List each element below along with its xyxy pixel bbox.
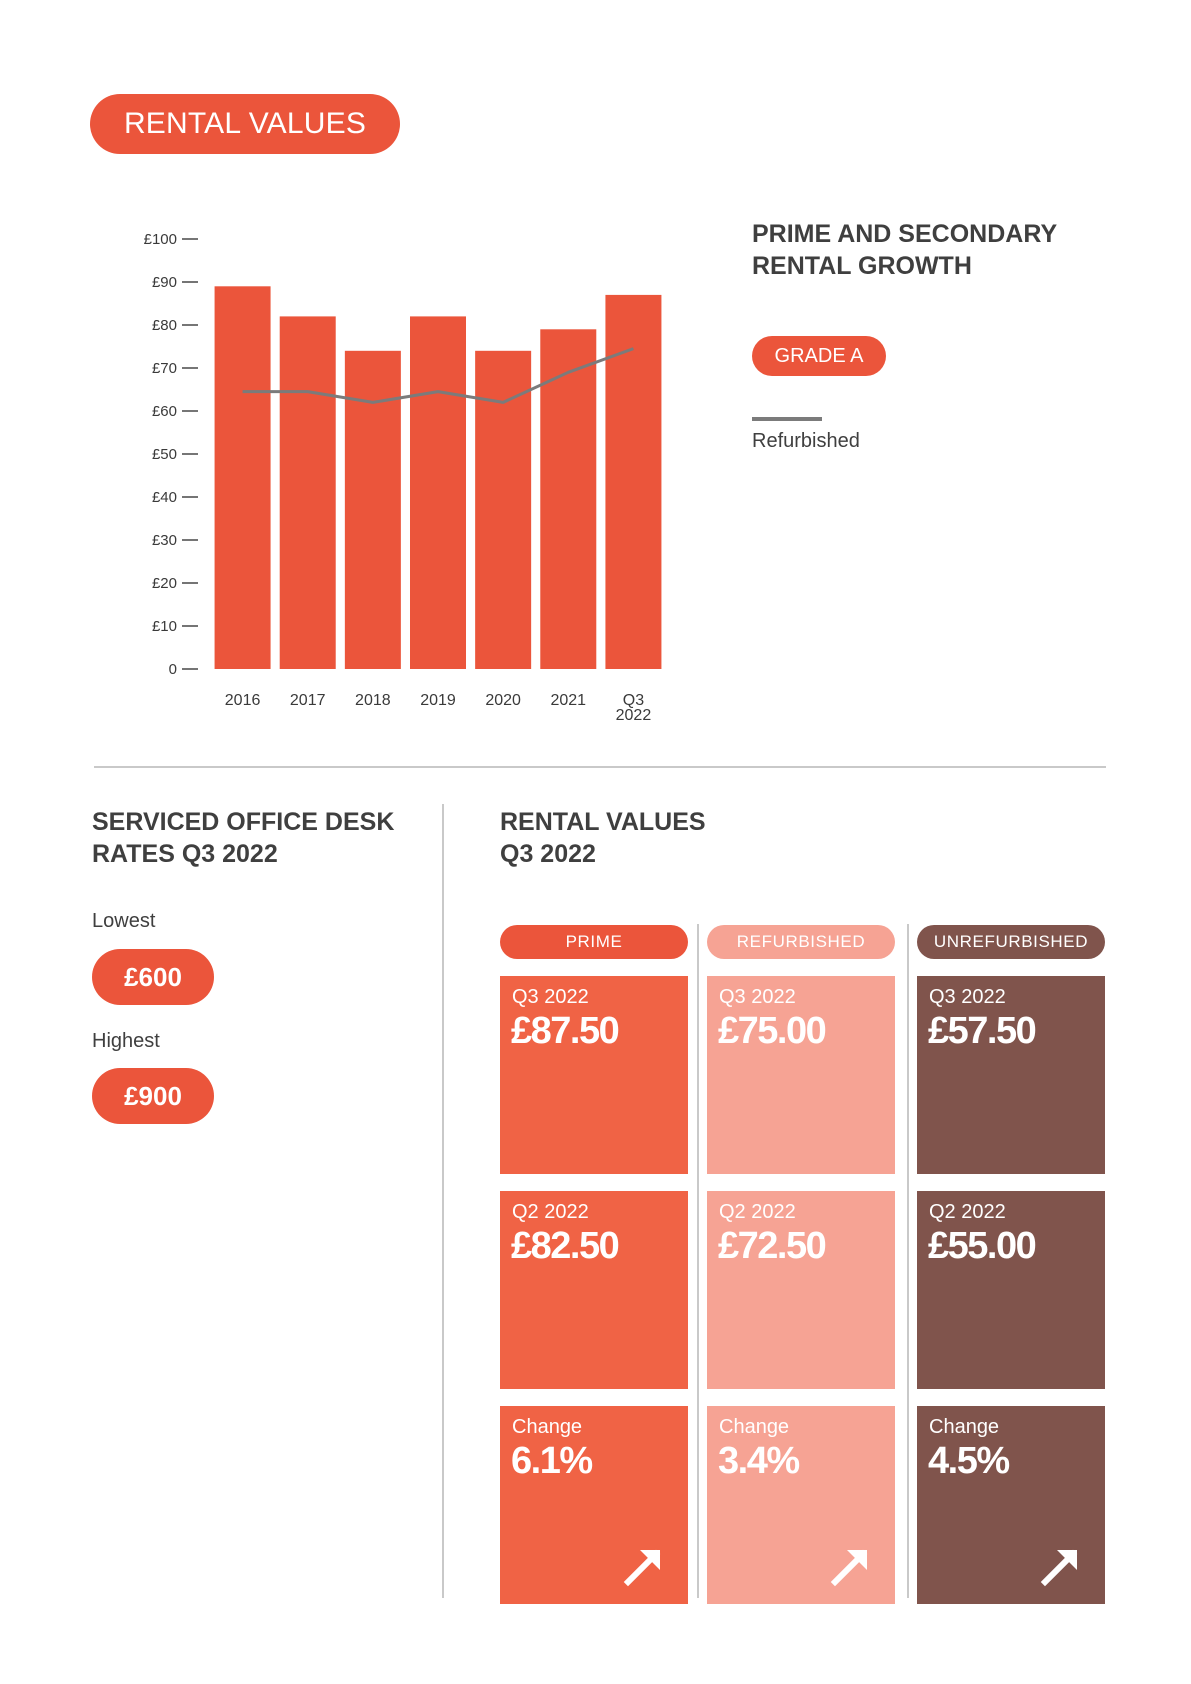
- card-value: £87.50: [511, 1010, 620, 1052]
- card-period-label: Q2 2022: [719, 1201, 796, 1223]
- card-period-label: Change: [719, 1416, 790, 1438]
- legend-refurbished-line: [752, 417, 822, 421]
- bar: [540, 329, 597, 669]
- y-tick-label: £90: [152, 274, 177, 291]
- column-divider: [697, 924, 699, 1598]
- y-tick-label: £80: [152, 317, 177, 334]
- arrow-up-right-icon: [829, 1544, 873, 1588]
- legend-grade-a: GRADE A: [752, 336, 886, 376]
- chart-title: PRIME AND SECONDARY RENTAL GROWTH: [752, 220, 1057, 280]
- card-value: £57.50: [928, 1010, 1037, 1052]
- desk-rates-title-line2: RATES Q3 2022: [92, 840, 278, 868]
- y-tick-label: £30: [152, 532, 177, 549]
- arrow-up-right-icon: [1039, 1544, 1083, 1588]
- card-period-label: Q3 2022: [929, 986, 1006, 1008]
- card-period-label: Q3 2022: [512, 986, 589, 1008]
- vertical-divider: [442, 804, 444, 1598]
- y-tick-label: £70: [152, 360, 177, 377]
- card-period-label: Change: [512, 1416, 583, 1438]
- column-divider: [907, 924, 909, 1598]
- bar: [605, 294, 662, 669]
- refurbished-line: [242, 347, 634, 404]
- rental-value-card: Change 6.1%: [500, 1406, 688, 1604]
- rental-value-card: Q3 2022 £75.00: [707, 976, 895, 1174]
- rental-growth-chart: 0 £10 £20 £30 £40 £50 £60 £70 £80 £90 £100 2016 2017…: [144, 231, 662, 724]
- card-value: £75.00: [718, 1010, 827, 1052]
- y-tick-label: 0: [169, 661, 177, 678]
- column-header-prime: PRIME: [500, 925, 688, 959]
- x-tick-label: 2022: [616, 707, 652, 724]
- y-tick-label: £40: [152, 489, 177, 506]
- arrow-up-right-icon: [622, 1544, 666, 1588]
- y-tick-label: £60: [152, 403, 177, 420]
- bar: [410, 316, 466, 669]
- card-period-label: Q2 2022: [512, 1201, 589, 1223]
- card-value: £72.50: [718, 1225, 827, 1267]
- card-period-label: Change: [929, 1416, 1000, 1438]
- horizontal-divider: [94, 766, 1106, 768]
- rental-values-q3-title: RENTAL VALUES Q3 2022: [500, 806, 820, 870]
- x-tick-label: 2017: [290, 692, 326, 709]
- x-tick-label: Q3: [623, 692, 644, 709]
- card-value: £55.00: [928, 1225, 1037, 1267]
- desk-rates-title: SERVICED OFFICE DESK RATES Q3 2022: [92, 806, 412, 870]
- lowest-label: Lowest: [92, 910, 156, 932]
- card-value: 4.5%: [928, 1440, 1010, 1482]
- rental-value-card: Q2 2022 £55.00: [917, 1191, 1105, 1389]
- rental-value-card: Q3 2022 £57.50: [917, 976, 1105, 1174]
- y-tick-label: £50: [152, 446, 177, 463]
- rental-values-title-line1: RENTAL VALUES: [500, 808, 706, 836]
- rental-value-card: Q2 2022 £82.50: [500, 1191, 688, 1389]
- desk-rates-title-line1: SERVICED OFFICE DESK: [92, 808, 395, 836]
- rental-values-title: RENTAL VALUES: [90, 94, 400, 154]
- lowest-rate-badge: £600: [92, 949, 214, 1005]
- column-header-unrefurbished: UNREFURBISHED: [917, 925, 1105, 959]
- bar: [214, 286, 271, 669]
- highest-rate-badge: £900: [92, 1068, 214, 1124]
- legend-refurbished-label: Refurbished: [752, 430, 860, 452]
- x-tick-label: 2019: [420, 692, 456, 709]
- card-period-label: Q2 2022: [929, 1201, 1006, 1223]
- y-tick-label: £20: [152, 575, 177, 592]
- card-value: 3.4%: [718, 1440, 800, 1482]
- rental-value-card: Q2 2022 £72.50: [707, 1191, 895, 1389]
- card-value: £82.50: [511, 1225, 620, 1267]
- rental-value-card: Q3 2022 £87.50: [500, 976, 688, 1174]
- y-tick-label: £10: [152, 618, 177, 635]
- column-header-refurbished: REFURBISHED: [707, 925, 895, 959]
- x-tick-label: 2021: [550, 692, 586, 709]
- rental-values-title-line2: Q3 2022: [500, 840, 596, 868]
- card-value: 6.1%: [511, 1440, 593, 1482]
- rental-value-card: Change 4.5%: [917, 1406, 1105, 1604]
- bar: [279, 316, 336, 669]
- highest-label: Highest: [92, 1030, 160, 1052]
- x-tick-label: 2018: [355, 692, 391, 709]
- y-tick-label: £100: [144, 231, 177, 248]
- x-tick-label: 2016: [225, 692, 261, 709]
- x-tick-label: 2020: [485, 692, 521, 709]
- card-period-label: Q3 2022: [719, 986, 796, 1008]
- rental-value-card: Change 3.4%: [707, 1406, 895, 1604]
